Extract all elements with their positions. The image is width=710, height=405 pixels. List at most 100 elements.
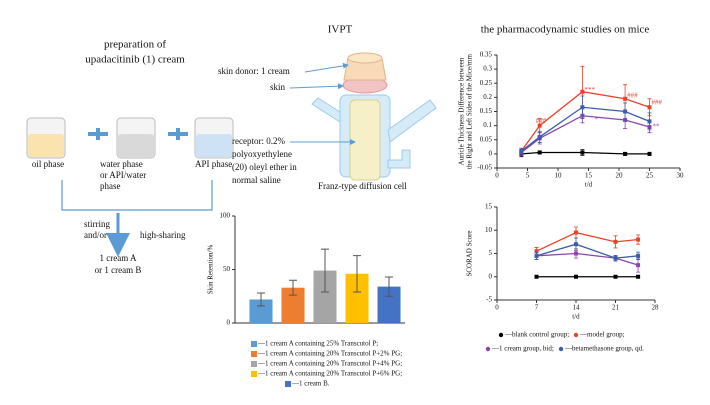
y-tick-label: 0.05 bbox=[480, 135, 493, 143]
error-bar bbox=[385, 276, 393, 297]
y-tick-label: 10 bbox=[485, 226, 493, 234]
process-label: and/or bbox=[84, 230, 107, 240]
phase-label: phase bbox=[100, 181, 121, 191]
preparation-panel: preparation of upadacitinib (1) cream oi… bbox=[26, 39, 234, 275]
cell-label: (20) oleyl ether in bbox=[232, 162, 297, 172]
legend-swatch bbox=[251, 351, 257, 357]
legend-label: —betamethasone group, qd. bbox=[564, 345, 644, 353]
point bbox=[534, 249, 539, 254]
point bbox=[537, 134, 542, 139]
bar bbox=[377, 286, 401, 323]
line bbox=[536, 252, 639, 266]
y-tick-label: 15 bbox=[485, 203, 493, 211]
y-tick-label: 0.3 bbox=[483, 65, 492, 73]
cell-label: polyoxyethylene bbox=[232, 149, 292, 159]
x-tick-label: 14 bbox=[573, 304, 581, 312]
legend-label: —1 cream B. bbox=[291, 380, 330, 388]
point bbox=[636, 237, 641, 242]
line bbox=[521, 106, 650, 152]
point bbox=[574, 251, 578, 256]
bracket bbox=[61, 180, 213, 211]
point bbox=[574, 242, 578, 247]
bar bbox=[345, 273, 369, 323]
y-tick-label: 0 bbox=[227, 319, 231, 327]
y-tick-label: 0.1 bbox=[483, 121, 492, 129]
beakers bbox=[26, 117, 234, 159]
y-tick-label: 0.25 bbox=[480, 79, 493, 87]
product-label: or 1 cream B bbox=[95, 265, 142, 275]
legend-marker bbox=[498, 332, 504, 338]
point bbox=[613, 239, 618, 244]
y-tick-label: 0 bbox=[489, 149, 493, 157]
ivpt-panel: IVPT skin donor: 1 cream skin receptor: … bbox=[218, 24, 437, 191]
cell-label: Franz-type diffusion cell bbox=[318, 181, 407, 191]
legend-label: —1 cream group, bid; bbox=[491, 345, 554, 353]
cell-label: skin bbox=[270, 82, 286, 92]
point bbox=[574, 230, 578, 235]
point bbox=[623, 96, 628, 101]
phase-label: or API/water bbox=[100, 170, 146, 180]
point bbox=[623, 109, 628, 114]
x-tick-label: 25 bbox=[646, 172, 654, 180]
x-axis-label: t/d bbox=[572, 313, 580, 321]
point bbox=[537, 123, 542, 128]
legend-marker bbox=[573, 332, 579, 338]
legend-label: —1 cream A containing 20% Transcutol P+4… bbox=[257, 360, 402, 368]
annotation: ### bbox=[536, 117, 547, 125]
bar bbox=[249, 299, 273, 323]
phase-label: water phase bbox=[100, 159, 143, 169]
process-label: stirring bbox=[84, 219, 110, 229]
y-tick-label: -0.05 bbox=[477, 164, 492, 172]
x-tick-label: 5 bbox=[526, 172, 530, 180]
legend-label: —1 cream A containing 20% Transcutol P+6… bbox=[257, 370, 402, 378]
annotation: ### bbox=[627, 92, 638, 100]
y-tick-label: 50 bbox=[223, 265, 231, 273]
ivpt-title: IVPT bbox=[328, 24, 353, 36]
y-tick-label: 100 bbox=[220, 212, 231, 220]
legend-swatch bbox=[251, 371, 257, 377]
y-axis-label: SCORAD Score bbox=[466, 230, 474, 276]
cell-label: skin donor: 1 cream bbox=[218, 66, 290, 76]
bar bbox=[313, 270, 337, 323]
x-axis-label: t/d bbox=[585, 181, 593, 189]
y-tick-label: 0.2 bbox=[483, 93, 492, 101]
prep-title: upadacitinib (1) cream bbox=[85, 54, 185, 66]
y-axis-label: Skin Retention/% bbox=[207, 245, 215, 295]
point bbox=[647, 105, 652, 110]
y-tick-label: 0 bbox=[489, 272, 493, 280]
chart-title: the pharmacodynamic studies on mice bbox=[481, 24, 650, 36]
point bbox=[647, 119, 652, 124]
x-tick-label: 15 bbox=[585, 172, 593, 180]
legend-label: —1 cream A containing 20% Transcutol P+2… bbox=[257, 350, 402, 358]
y-tick-label: 0.15 bbox=[480, 107, 493, 115]
prep-title: preparation of bbox=[104, 39, 166, 51]
annotation: *** bbox=[584, 86, 595, 94]
error-bar bbox=[289, 279, 297, 296]
x-tick-label: 0 bbox=[495, 172, 499, 180]
legend-swatch bbox=[285, 381, 291, 387]
annotation: * bbox=[595, 116, 599, 124]
franz-cell bbox=[311, 52, 437, 181]
legend-swatch bbox=[251, 361, 257, 367]
y-axis-label: the Right and Left Sides of the Mice/mm bbox=[466, 54, 474, 169]
x-tick-label: 21 bbox=[612, 304, 620, 312]
annotation: ### bbox=[652, 99, 663, 107]
x-tick-label: 28 bbox=[652, 304, 660, 312]
legend-marker bbox=[558, 346, 564, 352]
point bbox=[580, 105, 585, 110]
x-tick-label: 30 bbox=[677, 172, 685, 180]
annotation: ** bbox=[653, 123, 661, 131]
y-axis-label: Auricle Thickness Difference between bbox=[458, 57, 466, 165]
x-tick-label: 7 bbox=[535, 304, 539, 312]
point bbox=[636, 253, 641, 258]
y-tick-label: 5 bbox=[489, 249, 493, 257]
phase-label: API phase bbox=[195, 159, 232, 169]
point bbox=[534, 274, 539, 279]
y-tick-label: 0.35 bbox=[480, 51, 493, 59]
point bbox=[534, 253, 539, 258]
point bbox=[623, 151, 628, 156]
point bbox=[613, 256, 618, 261]
x-tick-label: 0 bbox=[495, 304, 499, 312]
point bbox=[580, 150, 585, 155]
